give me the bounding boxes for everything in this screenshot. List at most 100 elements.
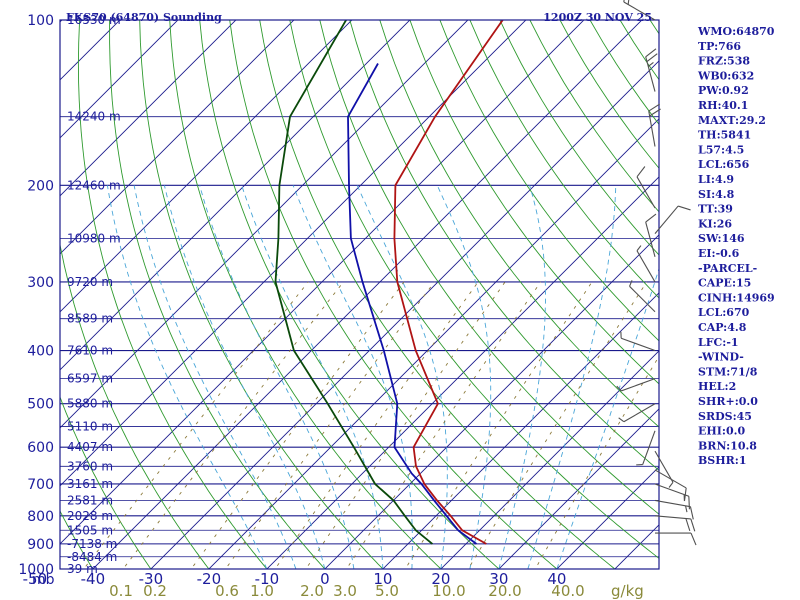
height-label: 16530 m [67, 13, 121, 27]
parcel-profile [347, 63, 477, 545]
wind-barb-staff [620, 378, 656, 392]
wind-barb [623, 0, 656, 21]
mixing-ratio-line [404, 281, 593, 569]
wind-barbs [616, 0, 697, 546]
index-line: KI:26 [698, 217, 732, 230]
wind-barb-staff [629, 285, 656, 313]
height-label: 9720 m [67, 275, 113, 289]
height-label: 39 m [67, 562, 98, 576]
wind-barb [636, 245, 656, 283]
dry-adiabat [60, 242, 210, 569]
height-label: 6597 m [67, 372, 113, 386]
isotherm [266, 176, 659, 569]
mixing-ratio-line [224, 281, 435, 569]
wind-barb [618, 403, 656, 423]
station-title: FKS70 (64870) Sounding [66, 11, 222, 24]
isotherm [60, 20, 237, 197]
wind-barb-staff [645, 56, 656, 92]
dry-adiabat [499, 20, 659, 256]
height-label: 10980 m [67, 231, 121, 245]
wind-barb-staff [654, 515, 691, 520]
index-line: CAP:4.8 [698, 321, 747, 334]
index-line: LCL:670 [698, 306, 750, 319]
index-line: RH:40.1 [698, 99, 748, 112]
dry-adiabat [139, 20, 384, 569]
height-label: -8484 m [67, 550, 117, 564]
wind-barb-flag [645, 213, 657, 223]
mixing-ratio-label: 2.0 [300, 582, 324, 600]
wind-barb-half-flag [618, 417, 625, 423]
wind-barb-staff [636, 250, 656, 283]
dry-adiabat [319, 20, 659, 515]
wind-barb [636, 430, 656, 466]
wind-barb-half-flag [629, 280, 633, 287]
wind-barb-staff [623, 1, 656, 21]
wind-barb [654, 515, 696, 532]
temperature-tick-label: 30 [489, 570, 508, 588]
mixing-ratio-line [467, 281, 648, 569]
index-line: STM:71/8 [698, 365, 758, 378]
wind-barb [654, 499, 694, 520]
height-label: 5110 m [67, 419, 113, 433]
isotherm [60, 20, 353, 313]
wind-barb [620, 331, 656, 352]
dewpoint-profile [274, 20, 433, 545]
wind-barb-flag [645, 48, 657, 58]
index-line: SI:4.8 [698, 188, 735, 201]
plot-frame [59, 19, 660, 570]
mixing-ratio-line [122, 281, 344, 569]
pressure-tick-label: 500 [27, 397, 54, 413]
wind-barb-half-flag [668, 481, 674, 488]
temperature-tick-label: 40 [547, 570, 566, 588]
height-label: 4407 m [67, 440, 113, 454]
index-line: FRZ:538 [698, 55, 750, 68]
isotherm [150, 60, 659, 569]
isotherm [60, 20, 179, 139]
wind-barb-staff [654, 450, 674, 483]
index-line: CAPE:15 [698, 277, 751, 290]
wind-barb [654, 205, 691, 235]
wind-barb [648, 103, 661, 147]
dry-adiabat [751, 0, 800, 581]
height-label: -7138 m [67, 537, 117, 551]
pressure-tick-label: 1000 [18, 562, 54, 578]
isotherm [60, 20, 295, 255]
dry-adiabat [439, 20, 659, 342]
index-line: TT:39 [698, 203, 733, 216]
height-label: 3760 m [67, 459, 113, 473]
pressure-tick-label: 200 [27, 178, 54, 194]
isotherm [60, 20, 585, 545]
dry-adiabat [60, 395, 152, 569]
mixing-ratio-line [534, 355, 659, 569]
isotherm [60, 20, 469, 429]
mixing-ratio-label: 1.0 [250, 582, 274, 600]
isotherm [498, 408, 659, 569]
pressure-unit-label: mb [32, 572, 55, 588]
index-line: HEL:2 [698, 380, 736, 393]
isotherm [208, 118, 659, 569]
wind-barb-half-flag [636, 245, 642, 252]
pressure-tick-label: 400 [27, 344, 54, 360]
index-line: L57:4.5 [698, 143, 744, 156]
dry-adiabat [169, 20, 442, 569]
mixing-ratio-line [274, 281, 479, 569]
dry-adiabat [559, 20, 659, 169]
index-line: LCL:656 [698, 158, 750, 171]
moist-adiabat [498, 185, 546, 569]
dry-adiabat [77, 20, 268, 569]
temperature-tick-label: -50 [23, 570, 48, 588]
mixing-ratio-label: 40.0 [551, 582, 584, 600]
wind-barb [636, 166, 656, 209]
isotherm [556, 466, 659, 569]
moist-adiabat [199, 185, 355, 569]
index-line: EHI:0.0 [698, 425, 745, 438]
height-label: 14240 m [67, 110, 121, 124]
isotherm [324, 234, 659, 569]
mixing-ratio-line [190, 281, 405, 569]
mixing-ratio-label: 0.6 [215, 582, 239, 600]
grid-lines [60, 0, 800, 581]
wind-barb-flag [685, 518, 691, 532]
temperature-tick-label: 0 [320, 570, 330, 588]
height-label: 2581 m [67, 493, 113, 507]
